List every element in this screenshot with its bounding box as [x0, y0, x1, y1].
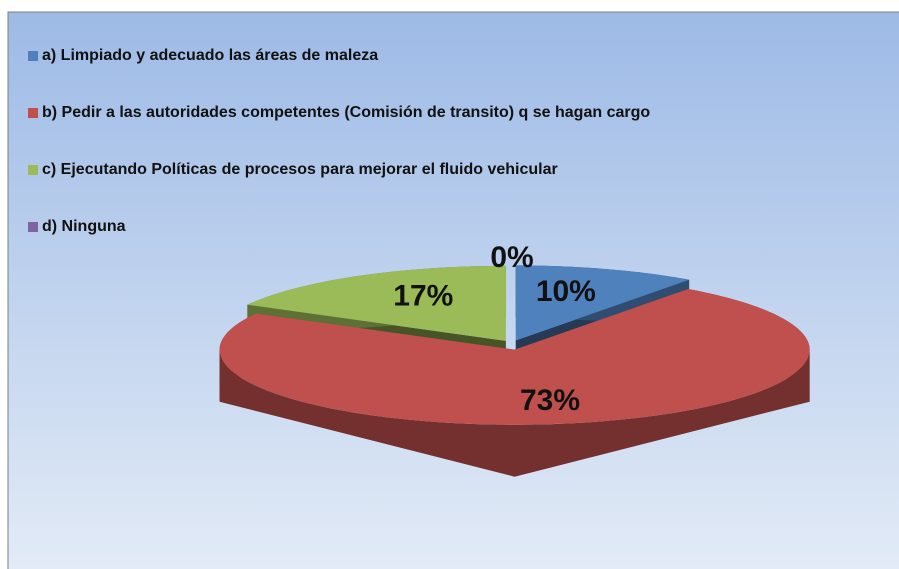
legend-swatch	[28, 165, 38, 175]
legend-label: b) Pedir a las autoridades competentes (…	[42, 104, 650, 121]
legend-swatch	[28, 51, 38, 61]
pie	[219, 265, 810, 477]
data-label: 73%	[520, 384, 580, 417]
legend-swatch	[28, 222, 38, 232]
slice	[219, 289, 810, 425]
data-label: 17%	[393, 279, 453, 312]
legend-label: d) Ninguna	[42, 218, 126, 235]
data-label: 0%	[490, 241, 533, 274]
legend-label: a) Limpiado y adecuado las áreas de male…	[42, 47, 378, 64]
slice-side	[219, 349, 810, 477]
slice	[515, 265, 690, 341]
legend-label: c) Ejecutando Políticas de procesos para…	[42, 161, 558, 178]
data-label: 10%	[536, 275, 596, 308]
slice	[247, 265, 506, 341]
labels: 10% 73% 17% 0%	[393, 241, 596, 417]
legend-swatch	[28, 108, 38, 118]
